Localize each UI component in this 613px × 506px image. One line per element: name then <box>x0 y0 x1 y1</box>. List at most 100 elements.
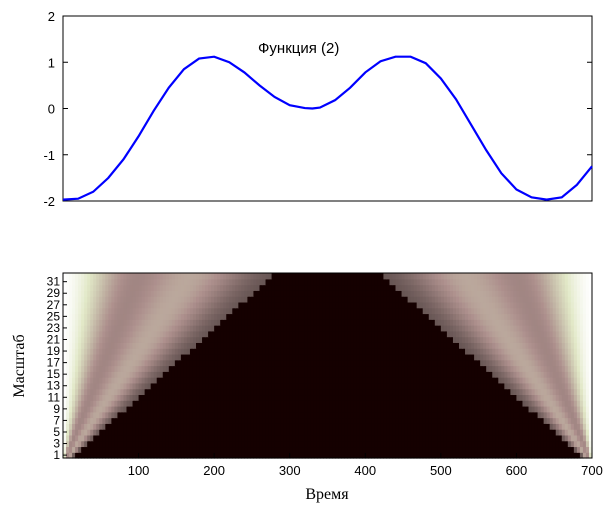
heatmap-cell <box>159 290 164 297</box>
heatmap-cell <box>253 394 258 401</box>
heatmap-cell <box>374 377 378 384</box>
heatmap-cell <box>558 446 563 453</box>
top-y-tick-label: 0 <box>48 102 55 117</box>
heatmap-cell <box>537 423 542 430</box>
heatmap-cell <box>504 452 508 459</box>
heatmap-cell <box>585 429 590 436</box>
heatmap-cell <box>335 371 339 378</box>
heatmap-cell <box>440 417 445 424</box>
heatmap-cell <box>465 405 469 413</box>
heatmap-cell <box>93 348 97 355</box>
heatmap-cell <box>81 429 85 436</box>
heatmap-cell <box>126 319 131 326</box>
heatmap-cell <box>582 365 587 372</box>
heatmap-cell <box>455 348 460 355</box>
heatmap-cell <box>78 342 82 349</box>
heatmap-cell <box>555 342 560 349</box>
heatmap-cell <box>507 434 511 442</box>
heatmap-cell <box>452 452 457 459</box>
heatmap-cell <box>585 434 590 442</box>
heatmap-cell <box>232 353 236 361</box>
heatmap-cell <box>208 342 212 349</box>
heatmap-cell <box>534 452 539 459</box>
heatmap-cell <box>434 371 439 378</box>
heatmap-cell <box>271 377 276 384</box>
heatmap-cell <box>437 319 442 326</box>
heatmap-cell <box>353 371 357 378</box>
heatmap-cell <box>561 365 566 372</box>
heatmap-cell <box>247 400 252 407</box>
heatmap-cell <box>289 348 294 355</box>
heatmap-cell <box>298 423 303 430</box>
heatmap-cell <box>480 359 484 367</box>
heatmap-cell <box>211 307 215 315</box>
heatmap-cell <box>147 377 152 384</box>
heatmap-cell <box>105 434 109 442</box>
heatmap-cell <box>579 446 584 453</box>
heatmap-cell <box>449 348 454 355</box>
heatmap-cell <box>567 301 572 309</box>
heatmap-cell <box>455 423 460 430</box>
heatmap-cell <box>180 452 185 459</box>
heatmap-cell <box>301 296 306 303</box>
heatmap-cell <box>576 400 581 407</box>
heatmap-cell <box>501 353 505 361</box>
heatmap-cell <box>359 296 363 303</box>
heatmap-cell <box>253 405 258 413</box>
heatmap-cell <box>138 325 143 332</box>
heatmap-cell <box>271 359 276 367</box>
heatmap-cell <box>525 446 530 453</box>
heatmap-cell <box>546 348 551 355</box>
heatmap-cell <box>244 434 248 442</box>
heatmap-cell <box>307 411 312 419</box>
heatmap-cell <box>413 429 418 436</box>
heatmap-cell <box>504 405 508 413</box>
heatmap-cell <box>543 394 548 401</box>
heatmap-cell <box>72 301 76 309</box>
heatmap-cell <box>265 440 270 448</box>
heatmap-cell <box>168 353 173 361</box>
heatmap-cell <box>341 429 345 436</box>
heatmap-cell <box>159 452 164 459</box>
heatmap-cell <box>465 336 469 343</box>
heatmap-cell <box>208 353 212 361</box>
heatmap-cell <box>253 452 258 459</box>
heatmap-cell <box>567 423 572 430</box>
heatmap-cell <box>552 319 557 326</box>
heatmap-cell <box>180 405 185 413</box>
heatmap-cell <box>422 353 427 361</box>
heatmap-cell <box>93 417 97 424</box>
heatmap-cell <box>489 325 493 332</box>
heatmap-cell <box>395 429 400 436</box>
heatmap-cell <box>486 423 490 430</box>
heatmap-cell <box>507 319 511 326</box>
heatmap-cell <box>344 365 348 372</box>
heatmap-cell <box>241 296 245 303</box>
heatmap-cell <box>419 359 424 367</box>
heatmap-cell <box>534 313 539 320</box>
heatmap-cell <box>72 371 76 378</box>
heatmap-cell <box>280 348 285 355</box>
heatmap-cell <box>253 446 258 453</box>
heatmap-cell <box>446 417 451 424</box>
heatmap-cell <box>377 400 381 407</box>
heatmap-cell <box>540 296 545 303</box>
heatmap-cell <box>93 342 97 349</box>
heatmap-cell <box>371 434 375 442</box>
heatmap-cell <box>126 359 131 367</box>
heatmap-cell <box>298 365 303 372</box>
heatmap-cell <box>380 359 385 367</box>
heatmap-cell <box>199 382 203 390</box>
heatmap-cell <box>455 371 460 378</box>
heatmap-cell <box>413 348 418 355</box>
heatmap-cell <box>543 405 548 413</box>
heatmap-cell <box>189 452 194 459</box>
heatmap-cell <box>570 307 575 315</box>
heatmap-cell <box>114 296 119 303</box>
heatmap-cell <box>413 405 418 413</box>
heatmap-cell <box>286 296 291 303</box>
heatmap-cell <box>386 359 391 367</box>
heatmap-cell <box>135 452 140 459</box>
heatmap-cell <box>205 434 209 442</box>
heatmap-cell <box>338 342 342 349</box>
